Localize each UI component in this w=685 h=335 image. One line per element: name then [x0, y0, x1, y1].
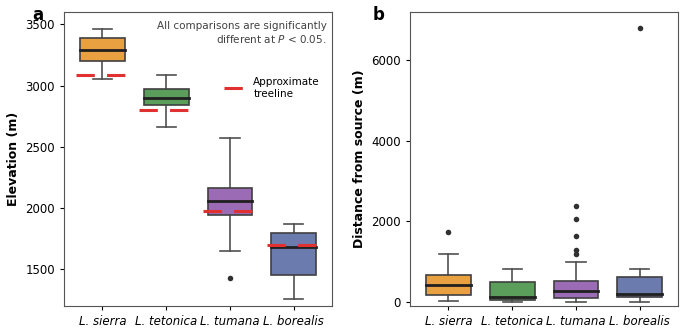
FancyBboxPatch shape: [617, 277, 662, 297]
FancyBboxPatch shape: [208, 189, 252, 215]
Y-axis label: Distance from source (m): Distance from source (m): [353, 70, 366, 248]
FancyBboxPatch shape: [271, 232, 316, 275]
Y-axis label: Elevation (m): Elevation (m): [7, 112, 20, 206]
Text: All comparisons are significantly
different at $\it{P}$ < 0.05.: All comparisons are significantly differ…: [157, 21, 327, 45]
FancyBboxPatch shape: [553, 281, 598, 298]
FancyBboxPatch shape: [426, 275, 471, 295]
Text: b: b: [373, 6, 384, 24]
FancyBboxPatch shape: [144, 89, 188, 105]
Text: a: a: [32, 6, 43, 24]
Legend: Approximate
treeline: Approximate treeline: [220, 73, 324, 103]
FancyBboxPatch shape: [80, 38, 125, 61]
FancyBboxPatch shape: [490, 282, 534, 300]
